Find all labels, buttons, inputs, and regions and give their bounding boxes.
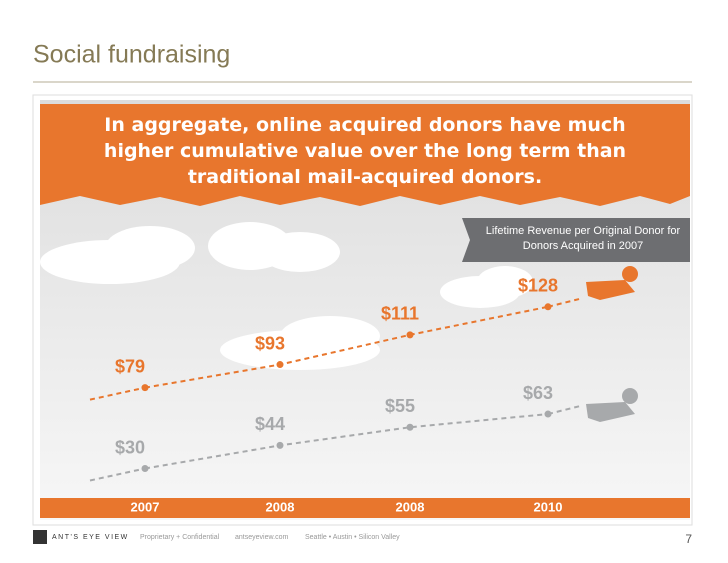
footer-site: antseyeview.com xyxy=(235,534,288,541)
footer-confidential: Proprietary + Confidential xyxy=(140,534,220,541)
value-label: $63 xyxy=(523,383,553,403)
line-extension xyxy=(89,467,146,482)
value-label: $128 xyxy=(518,276,558,296)
series-line xyxy=(144,413,549,470)
slide-title: Social fundraising xyxy=(33,41,230,69)
banner xyxy=(40,104,690,206)
page-number: 7 xyxy=(685,532,692,546)
footer-brand: ANT'S EYE VIEW xyxy=(52,534,129,541)
point xyxy=(544,410,552,418)
banner-text: In aggregate, online acquired donors hav… xyxy=(103,114,627,188)
x-tick-label: 2007 xyxy=(131,499,160,514)
legend-box xyxy=(462,218,690,262)
line-extension xyxy=(547,405,581,416)
value-label: $111 xyxy=(381,304,419,324)
line-extension xyxy=(89,386,146,401)
point xyxy=(141,465,149,472)
banner-text-box: In aggregate, online acquired donors hav… xyxy=(103,114,627,188)
value-label: $30 xyxy=(115,437,145,457)
point xyxy=(406,331,414,339)
point xyxy=(276,361,284,369)
year-bar xyxy=(40,498,690,518)
brand-logo xyxy=(33,530,47,544)
value-label: $55 xyxy=(385,396,415,416)
point xyxy=(544,303,552,311)
clouds xyxy=(40,222,533,370)
line-extension xyxy=(547,297,581,308)
footer-offices: Seattle • Austin • Silicon Valley xyxy=(305,534,400,541)
value-label: $93 xyxy=(255,333,285,353)
point xyxy=(141,384,149,392)
flyer-mail xyxy=(586,388,638,422)
point xyxy=(276,441,284,449)
x-tick-label: 2010 xyxy=(534,499,563,514)
flyer-online xyxy=(586,266,638,300)
value-label: $44 xyxy=(255,414,285,434)
point xyxy=(406,423,414,431)
value-label: $79 xyxy=(115,356,145,376)
x-tick-label: 2008 xyxy=(266,499,295,514)
legend-text-box: Lifetime Revenue per Original Donor for … xyxy=(485,225,681,252)
x-tick-label: 2008 xyxy=(396,499,425,514)
legend-text: Lifetime Revenue per Original Donor for … xyxy=(485,225,681,252)
